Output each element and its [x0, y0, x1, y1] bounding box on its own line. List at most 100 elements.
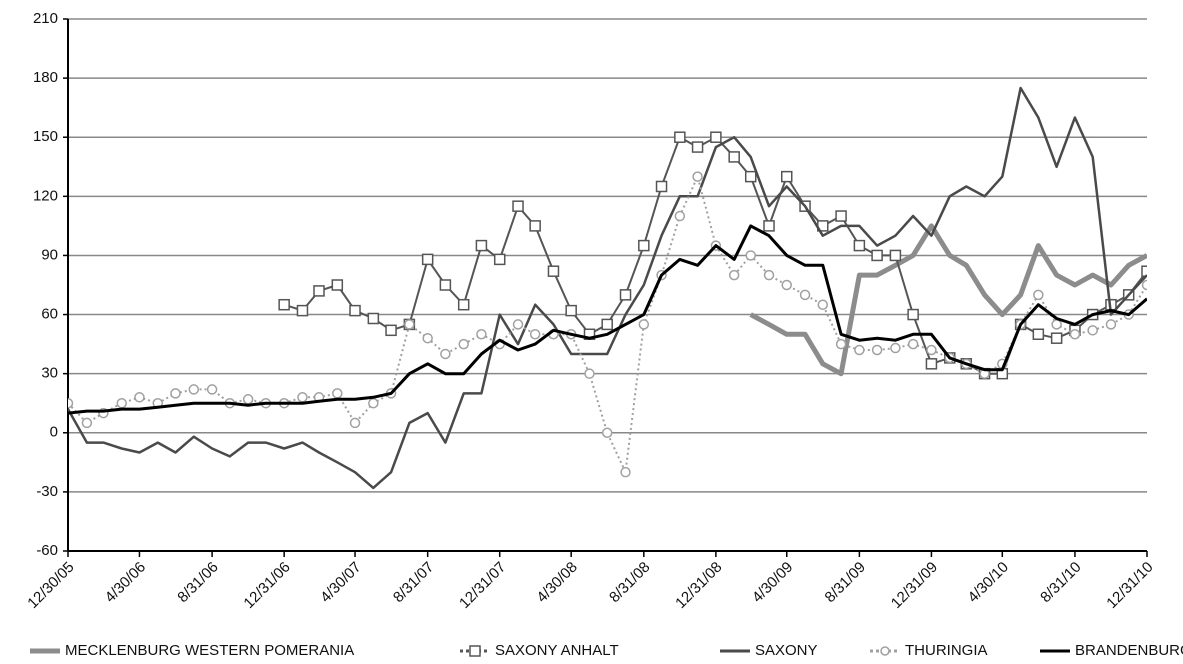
series [68, 86, 1147, 490]
marker [601, 318, 613, 331]
series-line [68, 224, 1147, 415]
x-tick-label: 8/31/09 [822, 559, 869, 606]
legend-label: THURINGIA [905, 642, 988, 659]
x-tick-label: 4/30/10 [965, 559, 1012, 606]
marker [674, 210, 686, 222]
marker [1033, 289, 1044, 301]
marker [529, 220, 541, 232]
marker [1105, 319, 1117, 330]
marker [835, 210, 847, 222]
marker [1141, 279, 1147, 291]
marker [854, 344, 865, 356]
marker [440, 348, 451, 360]
x-tick-label: 4/30/06 [102, 559, 149, 606]
marker [871, 344, 883, 356]
y-tick-label: 60 [41, 306, 58, 323]
x-tick-label: 8/31/10 [1037, 559, 1084, 606]
marker [710, 131, 722, 143]
marker [278, 298, 290, 311]
marker [493, 253, 506, 266]
marker [889, 249, 902, 262]
series [68, 224, 1147, 415]
marker [81, 417, 93, 429]
x-tick-label: 12/31/08 [672, 559, 725, 612]
marker [817, 299, 829, 310]
marker [296, 304, 309, 317]
marker [871, 249, 883, 262]
marker [547, 265, 560, 277]
marker [781, 279, 792, 291]
x-tick-label: 12/31/06 [240, 559, 293, 612]
marker [728, 151, 740, 163]
x-tick-label: 12/31/09 [888, 559, 941, 612]
y-tick-label: 150 [33, 128, 58, 145]
marker [116, 397, 127, 409]
marker [926, 344, 937, 356]
marker [134, 392, 145, 403]
marker [853, 239, 866, 252]
marker [404, 319, 415, 330]
marker [349, 304, 361, 317]
x-tick-label: 8/31/06 [174, 559, 221, 606]
marker [331, 279, 344, 291]
marker [799, 289, 811, 301]
marker [206, 384, 218, 395]
legend-label: SAXONY [755, 642, 818, 659]
marker [421, 253, 434, 266]
marker [529, 329, 541, 340]
marker [763, 269, 775, 281]
marker [368, 397, 379, 409]
marker [297, 392, 308, 403]
marker [1069, 329, 1081, 340]
marker [512, 200, 524, 212]
marker [367, 312, 380, 325]
marker [655, 180, 668, 193]
series-line [68, 86, 1147, 490]
x-tick-label: 4/30/07 [317, 559, 364, 606]
y-tick-label: -60 [36, 542, 58, 559]
marker [313, 285, 325, 297]
marker [890, 342, 901, 354]
marker [638, 239, 650, 252]
y-tick-label: 30 [41, 365, 58, 382]
marker [170, 388, 181, 399]
marker [674, 131, 686, 143]
x-tick-label: 8/31/08 [606, 559, 653, 606]
marker [512, 319, 524, 330]
marker [1087, 325, 1098, 336]
legend-marker [469, 645, 481, 657]
x-tick-label: 4/30/09 [749, 559, 796, 606]
marker [584, 368, 595, 379]
y-tick-label: 120 [33, 187, 58, 204]
marker [332, 388, 343, 399]
x-tick-label: 12/31/10 [1103, 559, 1156, 612]
marker [907, 308, 919, 321]
legend-label: MECKLENBURG WESTERN POMERANIA [65, 642, 354, 659]
y-tick-label: -30 [36, 483, 58, 500]
marker [780, 170, 793, 183]
marker [439, 279, 452, 291]
marker [619, 289, 632, 301]
marker [907, 338, 919, 350]
marker [925, 358, 938, 370]
y-tick-label: 180 [33, 69, 58, 86]
marker [744, 170, 757, 183]
legend-label: SAXONY ANHALT [495, 642, 619, 659]
marker [1141, 265, 1147, 277]
x-tick-label: 12/30/05 [24, 559, 77, 612]
marker [728, 269, 740, 281]
marker [1050, 332, 1063, 344]
y-tick-label: 90 [41, 246, 58, 263]
marker [620, 466, 631, 478]
marker [601, 427, 613, 439]
marker [565, 304, 577, 317]
legend-marker [880, 646, 890, 656]
marker [242, 394, 254, 405]
marker [638, 319, 650, 330]
series-line [749, 223, 1147, 377]
marker [1032, 328, 1045, 341]
marker [1051, 319, 1062, 330]
marker [692, 171, 703, 182]
marker [457, 298, 470, 311]
